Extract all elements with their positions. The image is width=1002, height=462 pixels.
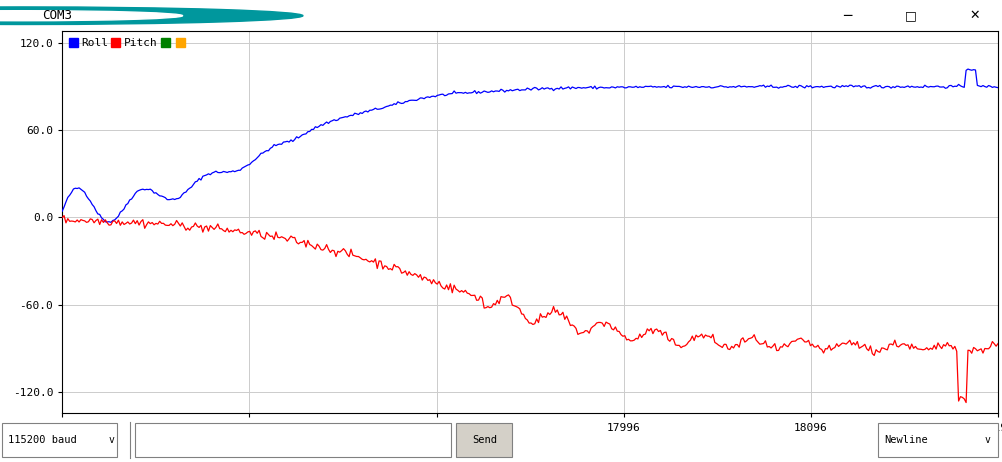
FancyBboxPatch shape (877, 423, 997, 457)
Text: 115200 baud: 115200 baud (8, 435, 77, 445)
FancyBboxPatch shape (2, 423, 117, 457)
Text: COM3: COM3 (42, 9, 72, 22)
Circle shape (0, 7, 303, 24)
Text: v: v (984, 435, 990, 445)
FancyBboxPatch shape (135, 423, 451, 457)
Text: ✕: ✕ (969, 9, 979, 22)
Text: v: v (108, 435, 114, 445)
FancyBboxPatch shape (456, 423, 511, 457)
Circle shape (0, 11, 182, 21)
Text: ─: ─ (843, 9, 851, 23)
Text: Send: Send (472, 435, 496, 445)
Text: Newline: Newline (884, 435, 928, 445)
Legend: Roll, Pitch, , : Roll, Pitch, , (68, 37, 189, 49)
Text: □: □ (904, 9, 916, 22)
